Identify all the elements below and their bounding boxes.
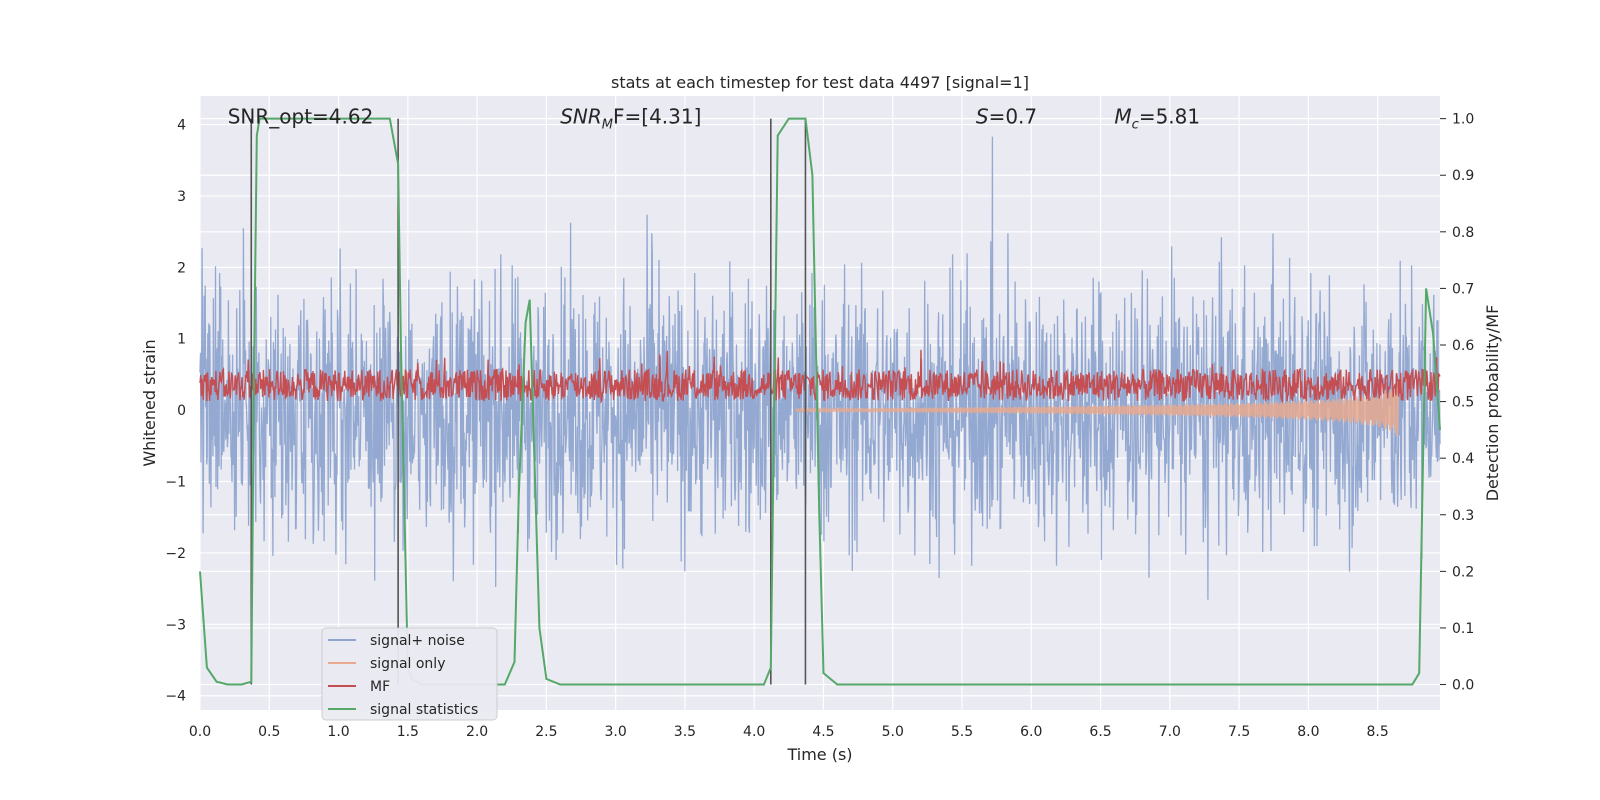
- signal-statistics-line: [199, 117, 1441, 686]
- x-tick-label: 1.5: [397, 724, 419, 740]
- y-tick-label: −3: [165, 617, 186, 633]
- y-right-tick-label: 0.6: [1452, 338, 1474, 354]
- annotation-text: S=0.7: [976, 104, 1037, 128]
- x-tick-label: 5.5: [951, 724, 973, 740]
- x-tick-label: 3.0: [605, 724, 627, 740]
- annotation-text: SNR_opt=4.62: [228, 104, 374, 128]
- x-tick-label: 0.0: [189, 724, 211, 740]
- y-right-tick-label: 0.5: [1452, 395, 1474, 411]
- annotation-main: SNR_opt=4.62: [228, 104, 374, 128]
- y-right-axis-label: Detection probability/MF: [1483, 305, 1502, 502]
- y-axis-label: Whitened strain: [140, 339, 159, 466]
- annotation-subscript: c: [1132, 117, 1139, 132]
- y-right-tick-label: 0.3: [1452, 508, 1474, 524]
- x-tick-label: 4.0: [743, 724, 765, 740]
- legend-label: MF: [370, 679, 390, 695]
- signal-statistics-series: [199, 117, 1441, 686]
- x-tick-label: 0.5: [258, 724, 280, 740]
- x-tick-label: 1.0: [327, 724, 349, 740]
- mf-series: [199, 349, 1441, 404]
- annotation-text: Mc=5.81: [1114, 104, 1200, 132]
- legend-box: [321, 627, 498, 721]
- y-tick-label: 1: [177, 332, 186, 348]
- y-right-tick-label: 0.9: [1452, 168, 1474, 184]
- y-tick-label: 2: [177, 260, 186, 276]
- y-right-tick-label: 0.8: [1452, 225, 1474, 241]
- axis-ticks: 0.0 0.5 1.0 1.5 2.0 2.5 3.0 3.5 4.0 4.5 5.0 5.5 6.0 6…: [165, 112, 1474, 740]
- y-right-tick-label: 0.2: [1452, 564, 1474, 580]
- x-tick-label: 4.5: [812, 724, 834, 740]
- annotation-main: S: [976, 104, 989, 128]
- legend-label: signal+ noise: [370, 633, 465, 649]
- x-tick-label: 2.5: [535, 724, 557, 740]
- mf-line: [199, 349, 1441, 404]
- x-tick-label: 6.0: [1020, 724, 1042, 740]
- x-axis-label: Time (s): [786, 745, 852, 764]
- x-tick-label: 2.0: [466, 724, 488, 740]
- y-tick-label: −1: [165, 475, 186, 491]
- x-tick-label: 8.5: [1367, 724, 1389, 740]
- y-right-tick-label: 0.7: [1452, 281, 1474, 297]
- annotation-tail: F=[4.31]: [613, 104, 701, 128]
- y-right-tick-label: 0.1: [1452, 621, 1474, 637]
- legend-label: signal statistics: [370, 702, 478, 718]
- annotation-tail: =5.81: [1139, 104, 1200, 128]
- annotation-text: SNRMF=[4.31]: [560, 104, 701, 132]
- x-tick-label: 7.5: [1228, 724, 1250, 740]
- annotation-main: SNR: [560, 104, 602, 128]
- signal-only-series: [795, 384, 1399, 437]
- y-right-tick-label: 0.0: [1452, 678, 1474, 694]
- y-tick-label: −2: [165, 546, 186, 562]
- legend-label: signal only: [370, 656, 445, 672]
- annotations: SNR_opt=4.62 SNRMF=[4.31] S=0.7 Mc=5.81: [228, 104, 1200, 132]
- chart-title: stats at each timestep for test data 449…: [611, 73, 1029, 92]
- x-tick-label: 8.0: [1297, 724, 1319, 740]
- y-tick-label: 4: [177, 118, 186, 134]
- x-tick-label: 7.0: [1159, 724, 1181, 740]
- y-tick-label: −4: [165, 689, 186, 705]
- legend: signal+ noise signal only MF signal statist…: [321, 627, 498, 721]
- annotation-subscript: M: [602, 117, 613, 132]
- signal-only-line: [795, 384, 1399, 437]
- x-tick-label: 5.0: [882, 724, 904, 740]
- y-tick-label: 0: [177, 403, 186, 419]
- annotation-tail: =0.7: [989, 104, 1038, 128]
- annotation-main: M: [1114, 104, 1131, 128]
- x-tick-label: 6.5: [1089, 724, 1111, 740]
- y-right-tick-label: 0.4: [1452, 451, 1474, 467]
- y-right-tick-label: 1.0: [1452, 112, 1474, 128]
- y-tick-label: 3: [177, 189, 186, 205]
- x-tick-label: 3.5: [674, 724, 696, 740]
